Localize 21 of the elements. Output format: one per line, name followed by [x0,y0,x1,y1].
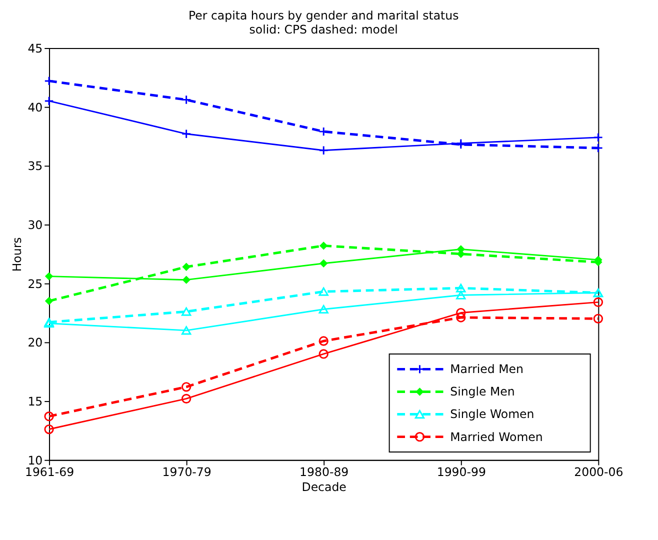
x-axis-title: Decade [302,480,346,494]
y-tick-label: 15 [28,394,43,408]
y-axis-title: Hours [10,237,24,272]
legend-label: Married Women [450,430,543,444]
x-tick-label: 1961-69 [24,465,74,480]
y-tick-label: 35 [28,159,43,174]
x-tick-label: 1980-89 [300,465,349,480]
legend-label: Single Men [450,384,515,399]
y-tick-label: 25 [28,276,43,291]
legend-label: Single Women [450,407,534,422]
y-tick-label: 20 [28,336,43,350]
x-tick-label: 1970-79 [162,465,212,480]
x-tick-label: 2000-06 [574,465,624,480]
chart-subtitle: solid: CPS dashed: model [249,22,398,36]
y-tick-label: 40 [28,100,43,114]
y-tick-label: 45 [28,41,43,56]
y-tick-label: 30 [28,218,43,232]
legend-label: Married Men [450,362,524,376]
y-tick-label: 10 [28,453,43,468]
chart-title: Per capita hours by gender and marital status [188,8,459,23]
x-tick-label: 1990-99 [436,465,486,480]
